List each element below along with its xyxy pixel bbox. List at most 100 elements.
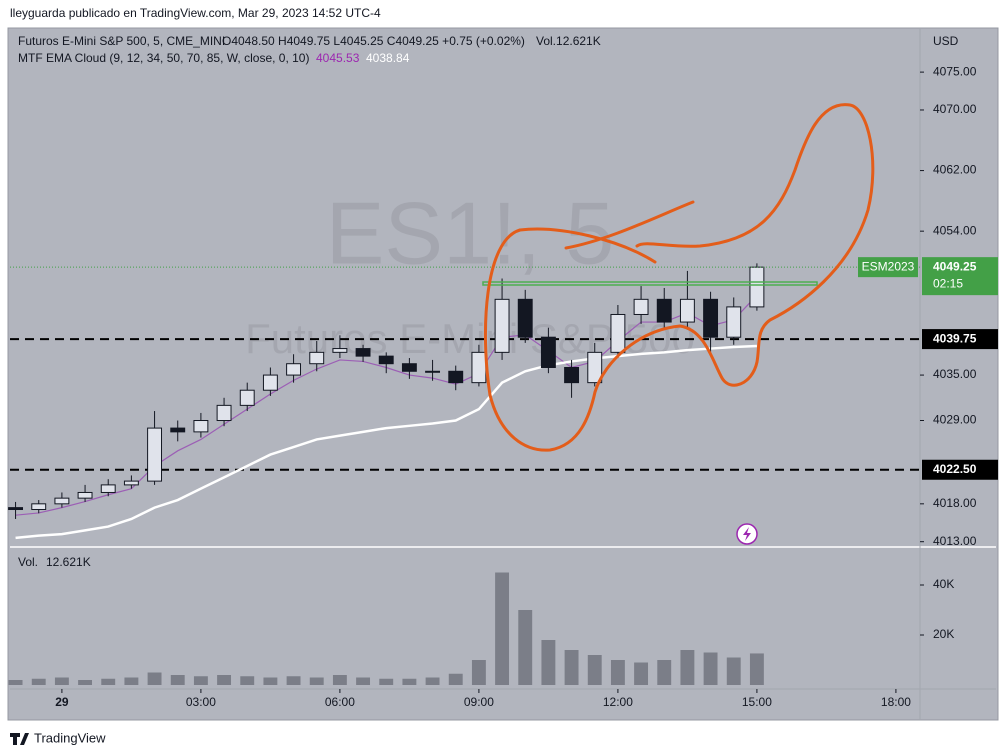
candle-body xyxy=(679,298,695,323)
volume-bar xyxy=(54,677,69,685)
x-tick-label: 18:00 xyxy=(881,695,911,709)
volume-bar xyxy=(147,672,162,685)
header-text: lleyguarda publicado en TradingView.com,… xyxy=(10,6,381,20)
volume-bar xyxy=(541,640,556,685)
volume-bar xyxy=(703,652,718,685)
candle-body xyxy=(123,480,139,486)
volume-bar xyxy=(587,655,602,685)
candle-body xyxy=(8,507,24,511)
logo-icon xyxy=(10,733,29,745)
candle-body xyxy=(517,298,533,338)
y-tick-label: 4070.00 xyxy=(933,102,977,116)
symbol-tag-label: ESM2023 xyxy=(862,259,915,273)
candle-body xyxy=(471,351,487,384)
candle-body xyxy=(309,351,325,365)
price-tag xyxy=(922,257,998,296)
volume-bar xyxy=(217,675,232,685)
x-tick-label: 03:00 xyxy=(186,695,216,709)
volume-value: 12.621K xyxy=(46,555,91,569)
candle-body xyxy=(193,420,209,433)
level-tag-label: 4022.50 xyxy=(933,462,977,476)
volume-bar xyxy=(680,650,695,685)
legend-ohlc: O4048.50 H4049.75 L4045.25 C4049.25 +0.7… xyxy=(222,34,525,48)
freehand-stroke xyxy=(564,200,695,250)
y-tick-label: 4018.00 xyxy=(933,496,977,510)
y-tick-label: 4029.00 xyxy=(933,413,977,427)
volume-bar xyxy=(495,572,510,685)
volume-bar xyxy=(124,677,139,685)
candle-body xyxy=(540,336,556,368)
price-tag-label: 4049.25 xyxy=(933,259,977,273)
y-tick-label: 4075.00 xyxy=(933,64,977,78)
symbol-tag xyxy=(858,257,918,278)
candle-body xyxy=(216,404,232,422)
volume-bar xyxy=(749,653,764,685)
volume-bar xyxy=(448,673,463,685)
y-tick-label: 4035.00 xyxy=(933,367,977,381)
alert-icon[interactable] xyxy=(736,523,758,545)
countdown-label: 02:15 xyxy=(933,276,963,290)
volume-bar xyxy=(332,675,347,685)
volume-bar xyxy=(726,657,741,685)
volume-bar xyxy=(78,680,93,685)
footer-text: TradingView xyxy=(34,730,106,745)
x-tick-label: 29 xyxy=(55,695,69,709)
y-tick-label: 4013.00 xyxy=(933,534,977,548)
indicator-value: 4038.84 xyxy=(366,51,410,65)
volume-bar xyxy=(402,678,417,685)
candle-body xyxy=(77,491,93,499)
candle-body xyxy=(425,370,441,373)
volume-bar xyxy=(610,660,625,685)
volume-bar xyxy=(263,677,278,685)
candle-body xyxy=(401,363,417,372)
volume-bar xyxy=(286,676,301,685)
candle-body xyxy=(587,351,603,384)
volume-bar xyxy=(193,676,208,685)
volume-bar xyxy=(170,675,185,685)
volume-tick-label: 40K xyxy=(933,577,954,591)
volume-tick-label: 20K xyxy=(933,627,954,641)
level-tag xyxy=(922,329,998,350)
volume-bar xyxy=(240,676,255,685)
volume-bar xyxy=(471,660,486,685)
indicator-name: MTF EMA Cloud (9, 12, 34, 50, 70, 85, W,… xyxy=(18,51,309,65)
y-tick-label: 4062.00 xyxy=(933,163,977,177)
candle-body xyxy=(147,427,163,482)
candle-body xyxy=(610,313,626,353)
candle-body xyxy=(656,298,672,323)
ema-line xyxy=(15,344,757,540)
alert-icon-bolt[interactable] xyxy=(743,527,751,541)
freehand-drawings xyxy=(483,103,875,452)
legend-volume: Vol.12.621K xyxy=(536,34,601,48)
x-tick-label: 09:00 xyxy=(464,695,494,709)
drawn-rectangle xyxy=(482,281,818,286)
volume-bar xyxy=(518,610,533,685)
y-tick-label: 4054.00 xyxy=(933,223,977,237)
volume-bar xyxy=(101,678,116,685)
candle-body xyxy=(564,366,580,384)
candle-body xyxy=(703,298,719,338)
x-tick-label: 06:00 xyxy=(325,695,355,709)
legend: Futuros E-Mini S&P 500, 5, CME_MINI O404… xyxy=(18,34,959,569)
candle-body xyxy=(494,298,510,353)
level-tag-label: 4039.75 xyxy=(933,331,977,345)
candle-body xyxy=(54,497,70,505)
candle-body xyxy=(749,266,765,308)
volume-bar xyxy=(564,650,579,685)
freehand-stroke xyxy=(518,227,657,264)
volume-bar xyxy=(657,660,672,685)
volume-bar xyxy=(379,678,394,685)
candle-body xyxy=(633,298,649,315)
candle-body xyxy=(355,348,371,357)
candle-body xyxy=(170,427,186,433)
candle-body xyxy=(262,374,278,391)
volume-bar xyxy=(8,680,23,685)
candle-body xyxy=(31,503,47,511)
volume-bar xyxy=(425,677,440,685)
currency: USD xyxy=(933,34,959,48)
candle-body xyxy=(378,355,394,365)
volume-title: Vol. xyxy=(18,555,38,569)
volume-bar xyxy=(31,678,46,685)
candle-body xyxy=(239,389,255,406)
